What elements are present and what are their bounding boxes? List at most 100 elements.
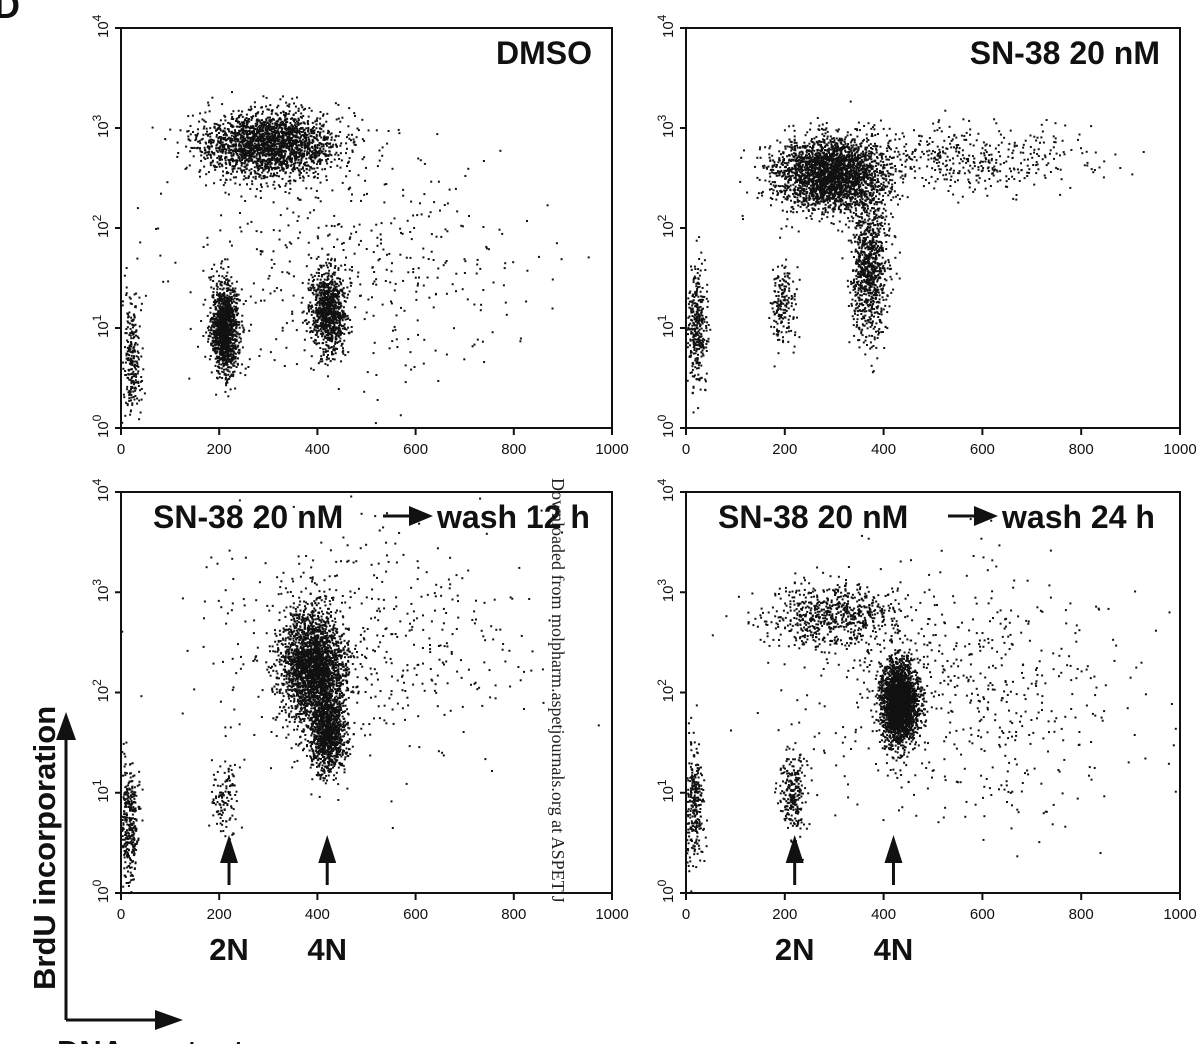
data-point [210,268,213,270]
data-point [247,141,250,144]
data-point [176,155,179,158]
data-point [252,176,255,179]
data-point [227,348,230,351]
data-point [253,134,256,137]
data-point [312,283,315,286]
x-tick-label: 400 [305,441,330,458]
data-point [225,384,228,387]
data-point [274,130,276,132]
data-point [306,323,309,325]
data-point [219,331,222,334]
data-point [277,138,280,141]
data-point [311,130,314,133]
data-point [282,95,284,98]
data-point [222,297,225,300]
data-point [221,295,224,298]
data-point [265,118,268,121]
data-point [166,181,169,184]
data-point [412,268,415,270]
data-point [215,339,218,342]
data-point [226,281,229,284]
data-point [327,272,330,275]
data-point [134,379,137,382]
data-point [326,112,329,115]
data-point [316,315,319,318]
data-point [278,238,281,241]
data-point [238,183,241,186]
data-point [259,122,262,125]
data-point [293,118,296,121]
data-point [294,159,297,162]
data-point [235,125,238,128]
data-point [209,318,212,321]
data-point [322,114,324,117]
data-point [227,279,230,282]
data-point [269,116,271,119]
data-point [230,123,233,126]
data-point [267,158,269,161]
data-point [351,149,354,152]
data-point [222,170,224,173]
data-point [526,269,529,272]
data-point [259,174,262,177]
data-point [218,158,221,161]
data-point [278,175,280,178]
data-point [237,167,240,170]
data-point [227,395,230,398]
data-point [204,141,207,144]
data-point [307,115,310,118]
data-point [315,307,318,309]
data-point [229,360,232,363]
data-point [196,134,199,137]
data-point [283,124,286,127]
data-point [219,358,222,361]
data-point [212,301,215,304]
data-point [233,167,236,170]
data-point [302,152,305,155]
data-point [319,122,321,125]
data-point [232,375,235,378]
data-point [321,285,324,288]
data-point [220,300,223,302]
data-point [199,169,202,172]
data-point [348,107,351,110]
data-point [327,345,330,348]
data-point [216,143,219,146]
data-point [329,327,331,330]
data-point [284,244,287,247]
data-point [273,157,275,160]
data-point [227,158,230,161]
data-point [346,286,349,289]
data-point [331,358,334,361]
data-point [315,271,318,274]
data-point [313,286,316,289]
data-point [325,341,328,344]
data-point [301,106,304,109]
data-point [271,128,274,131]
data-point [293,128,296,131]
data-point [422,284,425,287]
data-point [213,336,216,339]
data-point [271,135,273,137]
data-point [210,132,213,135]
data-point [294,161,297,164]
data-point [322,342,325,344]
data-point [330,138,333,141]
data-point [222,138,225,141]
data-point [332,353,335,356]
data-point [330,145,333,148]
data-point [225,330,228,333]
data-point [254,177,257,180]
data-point [308,107,311,110]
data-point [263,122,266,125]
data-point [446,230,449,233]
data-point [224,361,227,364]
data-point [237,149,240,152]
data-point [264,141,267,144]
data-point [322,264,325,267]
data-point [324,362,327,365]
data-point [322,282,325,285]
data-point [220,143,223,146]
data-point [311,147,314,149]
data-point [269,175,272,177]
